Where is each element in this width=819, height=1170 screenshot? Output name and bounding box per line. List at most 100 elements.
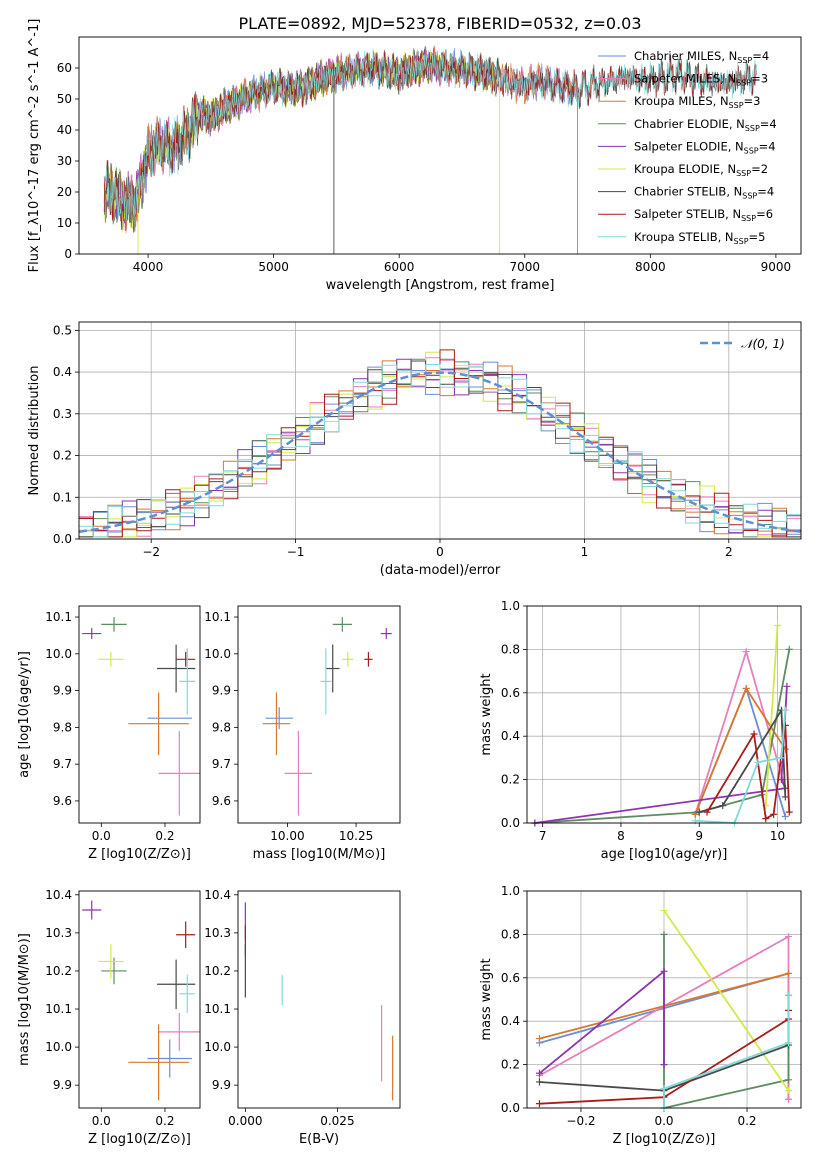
massweight_vs_Z-marker-salpeter-elodie bbox=[660, 967, 668, 975]
age_vs_Z-ytick-label: 10.1 bbox=[45, 610, 72, 624]
spectrum-axes: 4000 5000 6000 7000 8000 9000 0 10 20 30 40 50 60 wav… bbox=[27, 19, 802, 293]
mass_vs_Z-ytick-label: 10.0 bbox=[45, 1040, 72, 1054]
mass_vs_Z-xtick-label: 0.2 bbox=[155, 1114, 174, 1128]
massweight_vs_Z-ytick-label: 0.8 bbox=[501, 927, 520, 941]
massweight_vs_Z-marker-kroupa-miles bbox=[785, 969, 793, 977]
massweight_vs_Z-marker-salpeter-miles bbox=[785, 1095, 793, 1103]
massweight_vs_age-ylabel: mass weight bbox=[479, 673, 494, 755]
spectrum-ylabel: Flux [f_λ10^-17 erg cm^-2 s^-1 A^-1] bbox=[27, 19, 42, 273]
residuals-frame bbox=[78, 321, 802, 540]
massweight_vs_age-xlabel: age [log10(age/yr)] bbox=[601, 847, 728, 862]
spectrum-xtick-label: 6000 bbox=[384, 260, 415, 274]
age_vs_mass-xtick-label: 10.25 bbox=[339, 829, 373, 843]
residual-normal-curve bbox=[78, 371, 802, 533]
spectrum-ytick-label: 10 bbox=[57, 216, 72, 230]
age_vs_mass-plot-area bbox=[262, 617, 392, 816]
massweight_vs_age-marker-chabrier-stelib bbox=[695, 808, 703, 816]
massweight_vs_Z-ylabel: mass weight bbox=[479, 958, 494, 1040]
age_vs_Z-plot-area bbox=[82, 617, 200, 816]
massweight_vs_Z-frame bbox=[526, 890, 802, 1109]
massweight_vs_Z-marker-salpeter-stelib bbox=[535, 1100, 543, 1108]
age_vs_Z-ytick-label: 9.7 bbox=[53, 757, 72, 771]
mass_vs_Z-frame bbox=[78, 890, 201, 1109]
residuals-plot-area bbox=[78, 349, 802, 538]
legend-label-kroupa-elodie: Kroupa ELODIE, NSSP=2 bbox=[634, 162, 768, 178]
mass_vs_Z-ytick-label: 10.3 bbox=[45, 926, 72, 940]
mass_vs_ebv-xtick-label: 0.025 bbox=[320, 1114, 354, 1128]
spectrum-frame bbox=[78, 36, 802, 255]
massweight_vs_age-plot-area bbox=[531, 622, 793, 827]
massweight_vs_Z-marker-kroupa-stelib bbox=[785, 991, 793, 999]
legend-label-kroupa-stelib: Kroupa STELIB, NSSP=5 bbox=[634, 230, 765, 246]
massweight_vs_age-ytick-label: 0.6 bbox=[501, 686, 520, 700]
massweight_vs_age-marker-chabrier-stelib bbox=[719, 802, 727, 810]
spectrum-ytick-label: 30 bbox=[57, 154, 72, 168]
massweight_vs_Z-ytick-label: 0.6 bbox=[501, 971, 520, 985]
massweight_vs_age-marker-chabrier-miles bbox=[781, 812, 789, 820]
massweight_vs_age-marker-salpeter-stelib bbox=[762, 815, 770, 823]
massweight_vs_age-marker-kroupa-stelib bbox=[777, 754, 785, 762]
age_vs_Z-frame bbox=[78, 605, 201, 824]
spectrum-xtick-label: 8000 bbox=[635, 260, 666, 274]
mass_vs_Z-xtick-label: 0.0 bbox=[92, 1114, 111, 1128]
age_vs_Z-xtick-label: 0.0 bbox=[92, 829, 111, 843]
massweight_vs_Z-xtick-label: 0.0 bbox=[654, 1114, 673, 1128]
residuals-ylabel: Normed distribution bbox=[27, 366, 42, 496]
mass_vs_ebv-ytick-label: 10.4 bbox=[204, 888, 231, 902]
age_vs_mass-ytick-label: 10.1 bbox=[204, 610, 231, 624]
mass_vs_ebv-ytick-label: 10.0 bbox=[204, 1040, 231, 1054]
massweight_vs_Z-xtick-label: −0.2 bbox=[566, 1114, 595, 1128]
massweight_vs_Z-marker-kroupa-stelib bbox=[785, 1039, 793, 1047]
legend-label-salpeter-miles: Salpeter MILES, NSSP=3 bbox=[634, 72, 768, 88]
residuals-xtick-label: −1 bbox=[287, 545, 305, 559]
spectrum-legend: Chabrier MILES, NSSP=4 Salpeter MILES, NS… bbox=[598, 49, 777, 246]
mass_vs_Z-plot-area bbox=[82, 900, 200, 1101]
spectrum-xtick-label: 4000 bbox=[133, 260, 164, 274]
spectrum-xtick-label: 7000 bbox=[509, 260, 540, 274]
massweight_vs_Z-marker-kroupa-miles bbox=[535, 1035, 543, 1043]
massweight_vs_age-marker-salpeter-miles bbox=[742, 648, 750, 656]
massweight_vs_age-line-chabrier-elodie bbox=[534, 649, 791, 824]
mass_vs_Z-ytick-label: 9.9 bbox=[53, 1078, 72, 1092]
massweight_vs_age-marker-kroupa-elodie bbox=[774, 622, 782, 630]
residuals-ytick-label: 0.5 bbox=[53, 323, 72, 337]
mass_vs_ebv-ytick-label: 10.2 bbox=[204, 964, 231, 978]
residuals-xtick-label: −2 bbox=[142, 545, 160, 559]
spectrum-ytick-label: 50 bbox=[57, 92, 72, 106]
massweight_vs_age-ytick-label: 0.4 bbox=[501, 729, 520, 743]
age_vs_Z-axes: 0.0 0.2 9.6 9.7 9.8 9.9 10.0 10.1 Z [log10(Z/Z⊙)… bbox=[17, 605, 201, 862]
spectrum-xtick-label: 5000 bbox=[258, 260, 289, 274]
residuals-xtick-label: 2 bbox=[725, 545, 733, 559]
residuals-ytick-label: 0.3 bbox=[53, 407, 72, 421]
residuals-axes: −2 −1 0 1 2 0.0 0.1 0.2 0.3 0.4 0.5 (data-model)/er… bbox=[27, 321, 802, 578]
massweight_vs_age-frame bbox=[526, 605, 802, 824]
legend-label-normal: 𝒩(0, 1) bbox=[741, 337, 785, 351]
massweight_vs_age-axes: 7 8 9 10 0.0 0.2 0.4 0.6 0.8 1.0 age [log10(age/yr… bbox=[479, 599, 802, 862]
figure-title: PLATE=0892, MJD=52378, FIBERID=0532, z=0… bbox=[238, 14, 641, 33]
mass_vs_ebv-ytick-label: 9.9 bbox=[212, 1078, 231, 1092]
age_vs_mass-frame bbox=[237, 605, 401, 824]
massweight_vs_Z-xtick-label: 0.2 bbox=[737, 1114, 756, 1128]
massweight_vs_age-marker-kroupa-stelib bbox=[754, 758, 762, 766]
massweight_vs_Z-marker-kroupa-elodie bbox=[660, 907, 668, 915]
age_vs_Z-xlabel: Z [log10(Z/Z⊙)] bbox=[88, 847, 191, 862]
residuals-xtick-label: 0 bbox=[436, 545, 444, 559]
age_vs_mass-ytick-label: 9.6 bbox=[212, 794, 231, 808]
mass_vs_Z-ytick-label: 10.2 bbox=[45, 964, 72, 978]
legend-label-chabrier-stelib: Chabrier STELIB, NSSP=4 bbox=[634, 185, 774, 201]
massweight_vs_age-xtick-label: 9 bbox=[695, 829, 703, 843]
massweight_vs_age-marker-kroupa-miles bbox=[742, 684, 750, 692]
age_vs_Z-ytick-label: 10.0 bbox=[45, 647, 72, 661]
age_vs_mass-ytick-label: 10.0 bbox=[204, 647, 231, 661]
massweight_vs_Z-marker-salpeter-elodie bbox=[660, 1061, 668, 1069]
massweight_vs_age-marker-chabrier-stelib bbox=[781, 793, 789, 801]
massweight_vs_age-marker-salpeter-stelib bbox=[703, 808, 711, 816]
massweight_vs_Z-ytick-label: 0.4 bbox=[501, 1014, 520, 1028]
mass_vs_Z-ytick-label: 10.4 bbox=[45, 888, 72, 902]
spectrum-ytick-label: 0 bbox=[64, 247, 72, 261]
massweight_vs_age-marker-salpeter-elodie bbox=[783, 682, 791, 690]
massweight_vs_Z-marker-salpeter-elodie bbox=[535, 1069, 543, 1077]
legend-label-salpeter-elodie: Salpeter ELODIE, NSSP=4 bbox=[634, 139, 776, 155]
massweight_vs_Z-line-kroupa-elodie bbox=[663, 909, 790, 1092]
massweight_vs_age-marker-salpeter-stelib bbox=[750, 730, 758, 738]
